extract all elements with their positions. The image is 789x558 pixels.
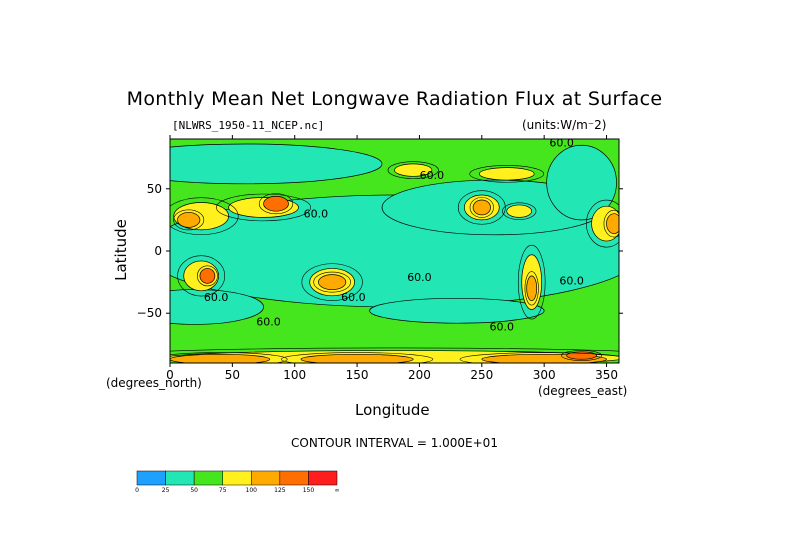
x-tick-label: 150 bbox=[346, 368, 369, 382]
contour-label: 60.0 bbox=[490, 321, 515, 334]
heatmap-region bbox=[170, 353, 271, 363]
colorbar-label: 25 bbox=[162, 487, 170, 494]
x-tick-label: 200 bbox=[408, 368, 431, 382]
x-tick-label: 100 bbox=[283, 368, 306, 382]
heatmap-region bbox=[300, 353, 414, 363]
y-tick-label: 50 bbox=[147, 182, 162, 196]
colorbar-swatch bbox=[165, 470, 195, 486]
heatmap-region bbox=[506, 204, 533, 218]
contour-line bbox=[457, 190, 506, 225]
x-tick-label: 250 bbox=[470, 368, 493, 382]
heatmap-region bbox=[228, 197, 299, 218]
x-axis-unit-label: (degrees_east) bbox=[538, 384, 628, 398]
contour-line bbox=[387, 161, 439, 179]
contour-line bbox=[469, 165, 545, 183]
heatmap-region bbox=[177, 212, 201, 228]
contour-line bbox=[177, 255, 226, 297]
contour-line bbox=[301, 263, 363, 301]
contour-line bbox=[170, 352, 288, 363]
colorbar-label: 0 bbox=[135, 487, 139, 494]
colorbar-label: 75 bbox=[219, 487, 227, 494]
colorbar-label: 125 bbox=[274, 487, 286, 494]
contour-line bbox=[197, 265, 218, 287]
colorbar-swatch bbox=[251, 470, 281, 486]
units-label: (units:W/m⁻2) bbox=[522, 118, 607, 132]
heatmap-region bbox=[263, 195, 289, 212]
x-axis-label: Longitude bbox=[355, 401, 430, 419]
file-label: [NLWRS_1950-11_NCEP.nc] bbox=[172, 119, 325, 132]
heatmap-region bbox=[478, 167, 535, 181]
contour-line bbox=[459, 352, 619, 363]
y-tick-label: 0 bbox=[154, 244, 162, 258]
axis-ticks: 0 50 100 150 200 250 300 350 −50 0 50 bbox=[137, 135, 623, 382]
contour-label: 60.0 bbox=[304, 207, 329, 220]
contour-label: 60.0 bbox=[559, 275, 584, 288]
heatmap-region bbox=[394, 163, 433, 177]
colorbar-label: 150 bbox=[303, 487, 315, 494]
colorbar: 0 25 50 75 100 125 150 ∞ bbox=[135, 470, 340, 494]
contour-label: 60.0 bbox=[204, 291, 229, 304]
heatmap-region bbox=[369, 297, 545, 324]
contour-line bbox=[170, 347, 619, 352]
contour-line bbox=[469, 197, 494, 218]
heatmap-region bbox=[318, 274, 347, 290]
contour-line bbox=[586, 199, 619, 248]
contour-line bbox=[603, 209, 619, 238]
y-axis-unit-label: (degrees_north) bbox=[106, 376, 202, 390]
heatmap-field bbox=[170, 139, 619, 363]
x-tick-label: 50 bbox=[225, 368, 240, 382]
colorbar-swatch bbox=[222, 470, 252, 486]
y-tick-label: −50 bbox=[137, 306, 162, 320]
heatmap-region bbox=[472, 199, 491, 216]
contour-labels: 60.0 60.0 60.0 60.0 60.0 60.0 60.0 60.0 60.0 bbox=[204, 136, 584, 333]
heatmap-region bbox=[526, 275, 538, 302]
colorbar-swatch bbox=[136, 470, 166, 486]
contour-label: 60.0 bbox=[549, 136, 574, 149]
contour-line bbox=[170, 197, 239, 235]
contour-line bbox=[216, 193, 311, 222]
heatmap-region bbox=[199, 268, 216, 284]
x-tick-label: 0 bbox=[166, 368, 174, 382]
contour-line bbox=[524, 271, 539, 306]
contour-line bbox=[313, 271, 351, 293]
heatmap-region bbox=[170, 143, 383, 185]
contour-line bbox=[173, 209, 205, 231]
colorbar-swatch bbox=[279, 470, 309, 486]
contour-label: 60.0 bbox=[407, 271, 432, 284]
contour-line bbox=[258, 193, 294, 215]
contour-interval-label: CONTOUR INTERVAL = 1.000E+01 bbox=[291, 436, 498, 450]
x-tick-label: 350 bbox=[595, 368, 618, 382]
x-tick-label: 300 bbox=[533, 368, 556, 382]
colorbar-swatch bbox=[308, 470, 338, 486]
colorbar-label: 100 bbox=[246, 487, 258, 494]
colorbar-label: ∞ bbox=[335, 487, 340, 494]
colorbar-swatch bbox=[193, 470, 223, 486]
chart-title: Monthly Mean Net Longwave Radiation Flux… bbox=[126, 88, 663, 110]
contour-line bbox=[517, 244, 546, 320]
contour-label: 60.0 bbox=[256, 316, 281, 329]
heatmap-region bbox=[546, 144, 617, 221]
contour-line bbox=[281, 352, 434, 363]
contour-line bbox=[561, 350, 603, 361]
heatmap-region bbox=[606, 213, 619, 234]
contour-label: 60.0 bbox=[420, 169, 445, 182]
contour-label: 60.0 bbox=[341, 291, 366, 304]
colorbar-label: 50 bbox=[190, 487, 198, 494]
contour-line bbox=[502, 202, 537, 220]
